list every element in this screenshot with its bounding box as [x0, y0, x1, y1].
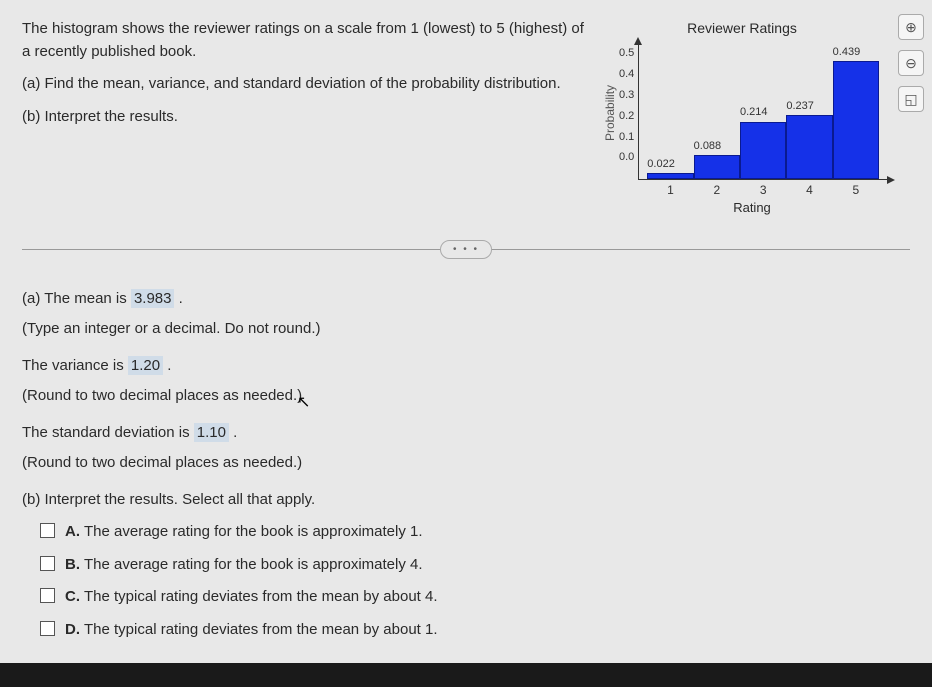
chart-title: Reviewer Ratings — [597, 18, 887, 39]
choice-c[interactable]: C.The typical rating deviates from the m… — [40, 586, 910, 609]
bar-column: 0.439 — [833, 45, 879, 179]
chart-y-label: Probability — [597, 45, 619, 180]
checkbox-d[interactable] — [40, 621, 55, 636]
mean-line: (a) The mean is 3.983 . — [22, 288, 910, 311]
bar-value-label: 0.088 — [694, 138, 722, 155]
x-tick: 2 — [694, 179, 740, 199]
bar-value-label: 0.022 — [647, 156, 675, 173]
section-divider: • • • — [22, 230, 910, 270]
mean-value[interactable]: 3.983 — [131, 289, 175, 308]
bar-column: 0.088 — [694, 45, 740, 179]
zoom-out-icon[interactable]: ⊖ — [898, 50, 924, 76]
x-tick: 3 — [740, 179, 786, 199]
bar-value-label: 0.439 — [833, 44, 861, 61]
problem-part-a: (a) Find the mean, variance, and standar… — [22, 73, 587, 96]
variance-value[interactable]: 1.20 — [128, 356, 163, 375]
problem-intro: The histogram shows the reviewer ratings… — [22, 18, 587, 63]
variance-line: The variance is 1.20 . — [22, 355, 910, 378]
choice-d[interactable]: D.The typical rating deviates from the m… — [40, 619, 910, 642]
choice-a[interactable]: A.The average rating for the book is app… — [40, 521, 910, 544]
ellipsis-pill[interactable]: • • • — [440, 240, 492, 259]
bar-column: 0.022 — [647, 45, 693, 179]
sd-line: The standard deviation is 1.10 . — [22, 422, 910, 445]
x-tick: 5 — [833, 179, 879, 199]
mean-hint: (Type an integer or a decimal. Do not ro… — [22, 318, 910, 341]
bar-column: 0.237 — [786, 45, 832, 179]
zoom-in-icon[interactable]: ⊕ — [898, 14, 924, 40]
footer-bar — [0, 663, 932, 687]
histogram-chart: Reviewer Ratings Probability 0.5 0.4 0.3… — [597, 18, 887, 218]
checkbox-b[interactable] — [40, 556, 55, 571]
problem-statement: The histogram shows the reviewer ratings… — [22, 18, 587, 138]
x-tick: 4 — [786, 179, 832, 199]
bar-value-label: 0.214 — [740, 104, 768, 121]
bar-column: 0.214 — [740, 45, 786, 179]
chart-plot-area: 0.0220.0880.2140.2370.439 12345 — [638, 45, 887, 180]
y-axis-arrow-icon — [634, 37, 642, 45]
x-tick: 1 — [647, 179, 693, 199]
problem-part-b: (b) Interpret the results. — [22, 106, 587, 129]
chart-x-label: Rating — [597, 198, 887, 218]
chart-y-axis: 0.5 0.4 0.3 0.2 0.1 0.0 — [619, 45, 638, 180]
choice-b[interactable]: B.The average rating for the book is app… — [40, 554, 910, 577]
variance-hint: (Round to two decimal places as needed.) — [22, 385, 910, 408]
interpret-prompt: (b) Interpret the results. Select all th… — [22, 489, 910, 512]
sd-hint: (Round to two decimal places as needed.) — [22, 452, 910, 475]
x-axis-arrow-icon — [887, 176, 895, 184]
checkbox-c[interactable] — [40, 588, 55, 603]
popout-icon[interactable]: ◱ — [898, 86, 924, 112]
sd-value[interactable]: 1.10 — [194, 423, 229, 442]
bar-value-label: 0.237 — [786, 98, 814, 115]
checkbox-a[interactable] — [40, 523, 55, 538]
